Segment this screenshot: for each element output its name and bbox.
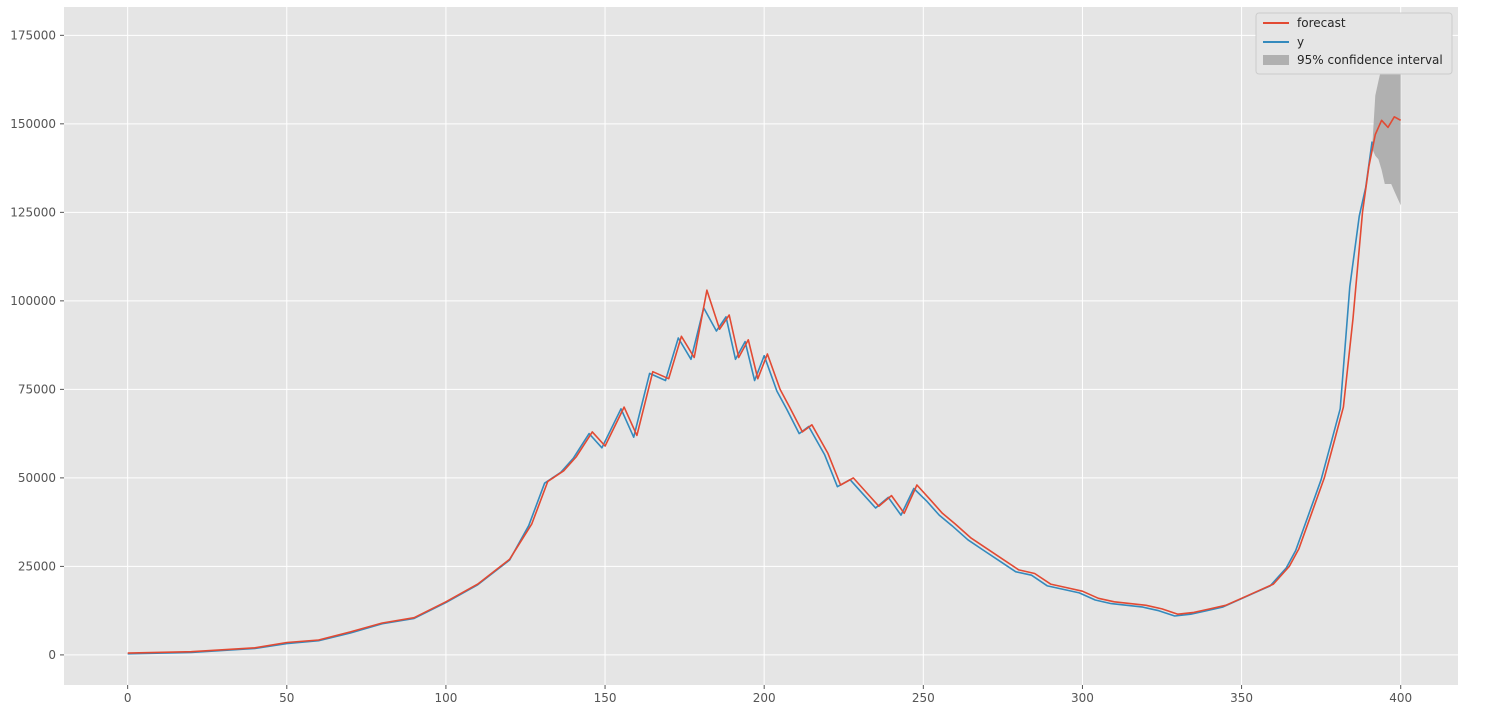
- x-tick-label: 400: [1389, 691, 1412, 705]
- y-tick-label: 25000: [18, 559, 56, 573]
- forecast-series-line: [127, 116, 1402, 654]
- x-tick-label: 100: [434, 691, 457, 705]
- legend-box: [1255, 12, 1453, 75]
- x-axis-ticks: 0 50 100 150 200 250 300 350 400: [124, 685, 1412, 705]
- legend: forecast y 95% confidence interval: [1255, 12, 1453, 75]
- legend-ci-label: 95% confidence interval: [1297, 53, 1443, 67]
- x-tick-label: 350: [1230, 691, 1253, 705]
- x-tick-label: 200: [753, 691, 776, 705]
- legend-forecast-label: forecast: [1297, 16, 1346, 30]
- plot-background: [64, 7, 1458, 685]
- x-tick-label: 50: [279, 691, 294, 705]
- legend-ci-swatch: [1263, 55, 1289, 65]
- x-tick-label: 150: [594, 691, 617, 705]
- grid-lines: [64, 7, 1458, 685]
- x-tick-label: 300: [1071, 691, 1094, 705]
- x-tick-label: 0: [124, 691, 132, 705]
- confidence-band-layer: [1372, 38, 1401, 206]
- y-tick-label: 125000: [10, 205, 56, 219]
- confidence-interval-band: [1372, 38, 1401, 206]
- y-tick-label: 50000: [18, 471, 56, 485]
- y-tick-label: 100000: [10, 294, 56, 308]
- series-layer: [127, 116, 1402, 655]
- y-tick-label: 150000: [10, 117, 56, 131]
- y-tick-label: 0: [48, 648, 56, 662]
- y-axis-ticks: 0 25000 50000 75000 100000 125000 150000 175000: [10, 28, 64, 662]
- legend-y-label: y: [1297, 35, 1304, 49]
- x-tick-label: 250: [912, 691, 935, 705]
- y-tick-label: 75000: [18, 382, 56, 396]
- y-tick-label: 175000: [10, 28, 56, 42]
